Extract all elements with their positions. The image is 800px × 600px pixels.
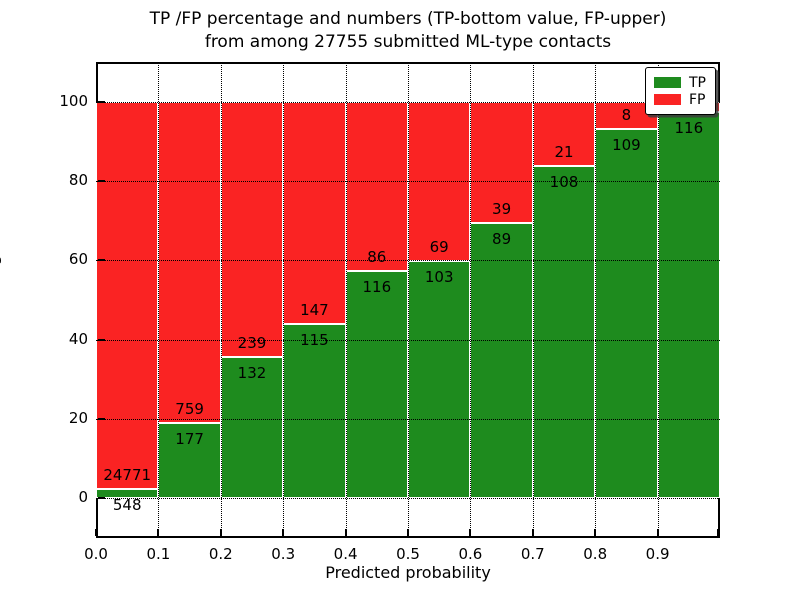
bar-label-fp: 24771 xyxy=(103,466,152,485)
x-tick xyxy=(95,529,97,536)
y-tick xyxy=(98,180,105,183)
fp-swatch-icon xyxy=(654,94,681,105)
bar-label-fp: 8 xyxy=(621,106,632,125)
x-tick xyxy=(594,529,597,536)
bar-label-tp: 108 xyxy=(549,173,579,192)
tp-swatch-icon xyxy=(654,77,681,88)
chart-title-line2: from among 27755 submitted ML-type conta… xyxy=(204,32,612,52)
bar-segment-tp xyxy=(408,260,471,498)
bar-label-fp: 759 xyxy=(175,400,204,419)
bar-segment-tp xyxy=(657,111,720,498)
gridline-x xyxy=(283,62,285,538)
x-tick-label: 0.8 xyxy=(583,545,608,563)
x-tick xyxy=(344,529,347,536)
x-tick xyxy=(282,529,285,536)
chart-title-line1: TP /FP percentage and numbers (TP-bottom… xyxy=(149,9,667,29)
bar-segment-fp xyxy=(345,102,408,271)
bar-segment-tp xyxy=(345,270,408,498)
legend-item-tp: TP xyxy=(654,74,706,91)
x-axis-label: Predicted probability xyxy=(325,563,491,582)
legend-label-tp: TP xyxy=(689,74,706,91)
bar-segment-tp xyxy=(595,129,658,498)
bar-label-tp: 115 xyxy=(300,331,329,350)
bar-label-tp: 103 xyxy=(424,267,454,286)
bar-segment-tp xyxy=(96,489,159,498)
bar-segment-tp xyxy=(220,357,284,498)
bar-segment-fp xyxy=(220,102,284,358)
x-tick-label: 0.9 xyxy=(645,545,670,563)
legend: TP FP xyxy=(645,67,716,115)
gridline-x xyxy=(345,62,347,538)
bar-label-tp: 109 xyxy=(612,136,641,155)
bar-label-fp: 69 xyxy=(429,237,449,256)
y-tick xyxy=(98,259,105,262)
x-tick xyxy=(469,529,472,536)
bar-label-fp: 39 xyxy=(492,199,512,218)
bar-segment-tp xyxy=(470,222,533,498)
x-tick-label: 0.0 xyxy=(84,545,108,563)
x-tick xyxy=(656,529,659,536)
x-tick xyxy=(157,529,160,536)
bar-segment-fp xyxy=(158,102,221,424)
y-tick-label: 100 xyxy=(59,92,88,110)
gridline-x xyxy=(158,62,160,538)
y-tick xyxy=(98,497,105,499)
x-tick xyxy=(407,529,409,536)
bar-label-tp: 132 xyxy=(237,364,267,383)
x-tick-label: 0.2 xyxy=(208,545,233,563)
bar-segment-tp xyxy=(158,423,221,498)
gridline-x xyxy=(220,62,222,538)
x-tick-label: 0.5 xyxy=(396,545,420,563)
x-tick-label: 0.1 xyxy=(146,545,171,563)
y-tick-label: 80 xyxy=(68,171,88,190)
x-tick-label: 0.7 xyxy=(520,545,545,563)
y-tick xyxy=(98,101,105,103)
y-tick-label: 40 xyxy=(68,329,88,348)
x-tick-label: 0.6 xyxy=(458,545,483,563)
bar-label-tp: 116 xyxy=(362,277,392,296)
legend-label-fp: FP xyxy=(689,91,706,108)
bar-segment-tp xyxy=(532,166,596,498)
bar-segment-tp xyxy=(283,324,346,498)
bar-label-tp: 89 xyxy=(492,229,512,248)
bar-label-tp: 177 xyxy=(175,430,204,449)
bar-label-fp: 239 xyxy=(237,334,267,353)
bar-label-tp: 548 xyxy=(112,496,142,515)
x-tick xyxy=(531,529,534,536)
bar-label-fp: 21 xyxy=(554,143,574,162)
bar-label-fp: 86 xyxy=(367,247,387,266)
gridline-x xyxy=(470,62,472,538)
y-tick-label: 60 xyxy=(68,250,88,269)
bar-segment-fp xyxy=(283,102,346,325)
y-tick-label: 0 xyxy=(78,488,88,506)
gridline-x xyxy=(408,62,409,538)
bar-label-fp: 147 xyxy=(300,301,329,320)
x-tick xyxy=(717,529,719,536)
chart-title: TP /FP percentage and numbers (TP-bottom… xyxy=(96,8,720,54)
y-tick xyxy=(98,417,105,420)
bar-label-tp: 116 xyxy=(674,118,704,137)
gridline-x xyxy=(532,62,534,538)
gridline-x xyxy=(595,62,597,538)
bar-segment-fp xyxy=(96,102,159,490)
x-tick xyxy=(219,529,222,536)
y-tick-label: 20 xyxy=(68,408,88,427)
y-axis-label: Percentage xyxy=(0,230,2,350)
legend-item-fp: FP xyxy=(654,91,706,108)
x-tick-label: 0.4 xyxy=(333,545,358,563)
bar-segment-fp xyxy=(595,102,658,130)
gridline-x xyxy=(657,62,659,538)
y-tick xyxy=(98,338,105,341)
x-tick-label: 0.3 xyxy=(271,545,296,563)
